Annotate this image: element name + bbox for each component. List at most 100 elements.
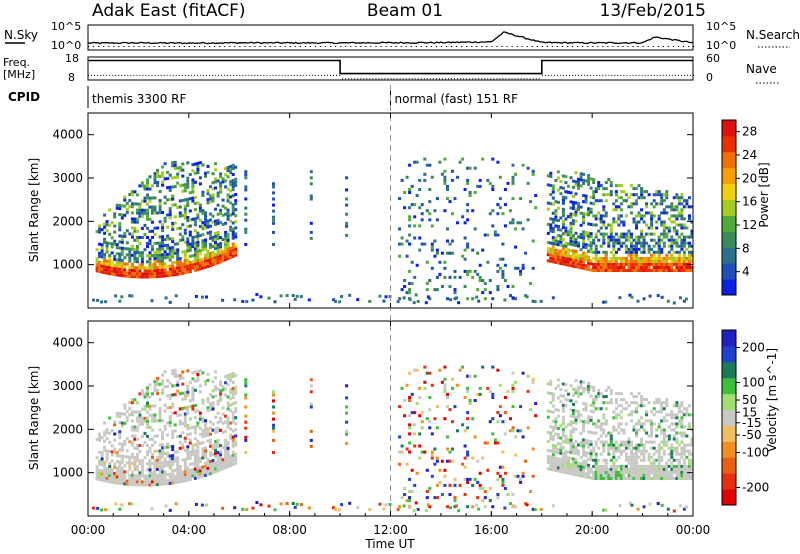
velocity-cell bbox=[428, 408, 432, 412]
power-cell bbox=[587, 173, 591, 177]
velocity-cell bbox=[201, 465, 205, 469]
power-cell bbox=[216, 261, 220, 265]
power-cell bbox=[587, 207, 591, 211]
velocity-cell bbox=[148, 459, 152, 463]
velocity-cell bbox=[123, 473, 127, 477]
velocity-cell bbox=[196, 379, 200, 382]
velocity-cell bbox=[148, 395, 152, 399]
velocity-cell bbox=[612, 446, 616, 450]
velocity-cell bbox=[622, 477, 626, 480]
velocity-cell bbox=[191, 395, 195, 399]
power-cell bbox=[226, 208, 230, 212]
power-cell bbox=[622, 241, 626, 245]
power-cell bbox=[476, 251, 480, 255]
velocity-cell bbox=[488, 487, 492, 490]
power-cell bbox=[529, 282, 533, 285]
velocity-cell bbox=[219, 465, 223, 469]
power-cell bbox=[206, 219, 210, 223]
power-cell bbox=[476, 184, 480, 188]
power-cell bbox=[630, 262, 633, 266]
velocity-cell bbox=[609, 431, 613, 435]
velocity-cell bbox=[151, 456, 154, 459]
power-cell bbox=[561, 198, 565, 202]
power-cell bbox=[501, 257, 505, 261]
velocity-cell bbox=[340, 503, 344, 507]
velocity-cell bbox=[140, 459, 144, 463]
velocity-cell bbox=[619, 440, 623, 444]
power-cell bbox=[645, 190, 649, 194]
power-cell bbox=[125, 247, 129, 251]
power-cell bbox=[617, 217, 621, 221]
velocity-cell bbox=[196, 473, 200, 476]
velocity-cell bbox=[607, 401, 611, 405]
power-cell bbox=[635, 253, 638, 257]
velocity-cell bbox=[690, 413, 694, 417]
power-cell bbox=[168, 237, 172, 241]
power-cell bbox=[234, 247, 238, 251]
velocity-cell bbox=[105, 437, 109, 441]
power-cell bbox=[138, 263, 142, 267]
velocity-cell bbox=[98, 462, 102, 466]
velocity-cell bbox=[193, 455, 197, 459]
velocity-cell bbox=[176, 477, 180, 481]
velocity-cell bbox=[582, 420, 586, 424]
velocity-cell bbox=[196, 467, 200, 470]
velocity-cell bbox=[138, 459, 142, 463]
power-cell bbox=[630, 193, 633, 197]
power-cell bbox=[178, 260, 182, 264]
power-cell bbox=[597, 181, 601, 184]
power-cell bbox=[161, 165, 165, 169]
velocity-cell bbox=[680, 477, 684, 480]
power-cell bbox=[244, 173, 248, 177]
velocity-cell bbox=[424, 509, 428, 513]
velocity-cell bbox=[196, 463, 200, 467]
velocity-cell bbox=[582, 459, 586, 463]
velocity-cell bbox=[255, 501, 259, 504]
velocity-cell bbox=[103, 461, 107, 464]
power-cell bbox=[675, 217, 679, 221]
power-cell bbox=[549, 202, 553, 206]
velocity-cell bbox=[140, 474, 144, 478]
velocity-cell bbox=[130, 398, 134, 402]
velocity-cell bbox=[95, 438, 99, 441]
velocity-cell bbox=[158, 473, 162, 477]
velocity-cell bbox=[682, 470, 686, 474]
power-cell bbox=[645, 205, 649, 209]
power-cell bbox=[108, 254, 112, 257]
power-cell bbox=[448, 251, 452, 255]
velocity-cell bbox=[690, 440, 694, 444]
velocity-cell bbox=[662, 437, 666, 441]
velocity-cell bbox=[408, 426, 412, 430]
power-cell bbox=[577, 180, 580, 184]
power-cell bbox=[138, 184, 142, 188]
velocity-cell bbox=[440, 493, 444, 496]
power-cell bbox=[577, 253, 580, 257]
power-cell bbox=[158, 253, 162, 257]
velocity-cell bbox=[561, 455, 565, 459]
velocity-cell bbox=[183, 424, 187, 428]
velocity-cell bbox=[204, 470, 207, 474]
velocity-cell bbox=[685, 455, 689, 459]
power-cell bbox=[584, 264, 588, 268]
velocity-cell bbox=[161, 479, 165, 483]
power-cell bbox=[546, 231, 550, 235]
velocity-cell bbox=[619, 474, 623, 477]
power-cell bbox=[579, 175, 583, 179]
velocity-cell bbox=[670, 464, 674, 468]
power-cell bbox=[138, 211, 142, 215]
power-cell bbox=[607, 266, 611, 269]
velocity-cell bbox=[183, 439, 187, 443]
velocity-cell bbox=[163, 458, 167, 462]
power-cell bbox=[146, 196, 149, 200]
power-cell bbox=[461, 157, 465, 161]
velocity-cell bbox=[690, 477, 694, 480]
power-cell bbox=[398, 254, 402, 258]
velocity-cell bbox=[602, 395, 606, 399]
power-cell bbox=[652, 244, 656, 248]
velocity-cell bbox=[234, 385, 238, 389]
power-cell bbox=[561, 256, 565, 260]
power-cell bbox=[572, 219, 575, 223]
colorbar-tick-label: 200 bbox=[742, 341, 765, 355]
power-cell bbox=[446, 297, 449, 301]
velocity-cell bbox=[614, 449, 618, 453]
